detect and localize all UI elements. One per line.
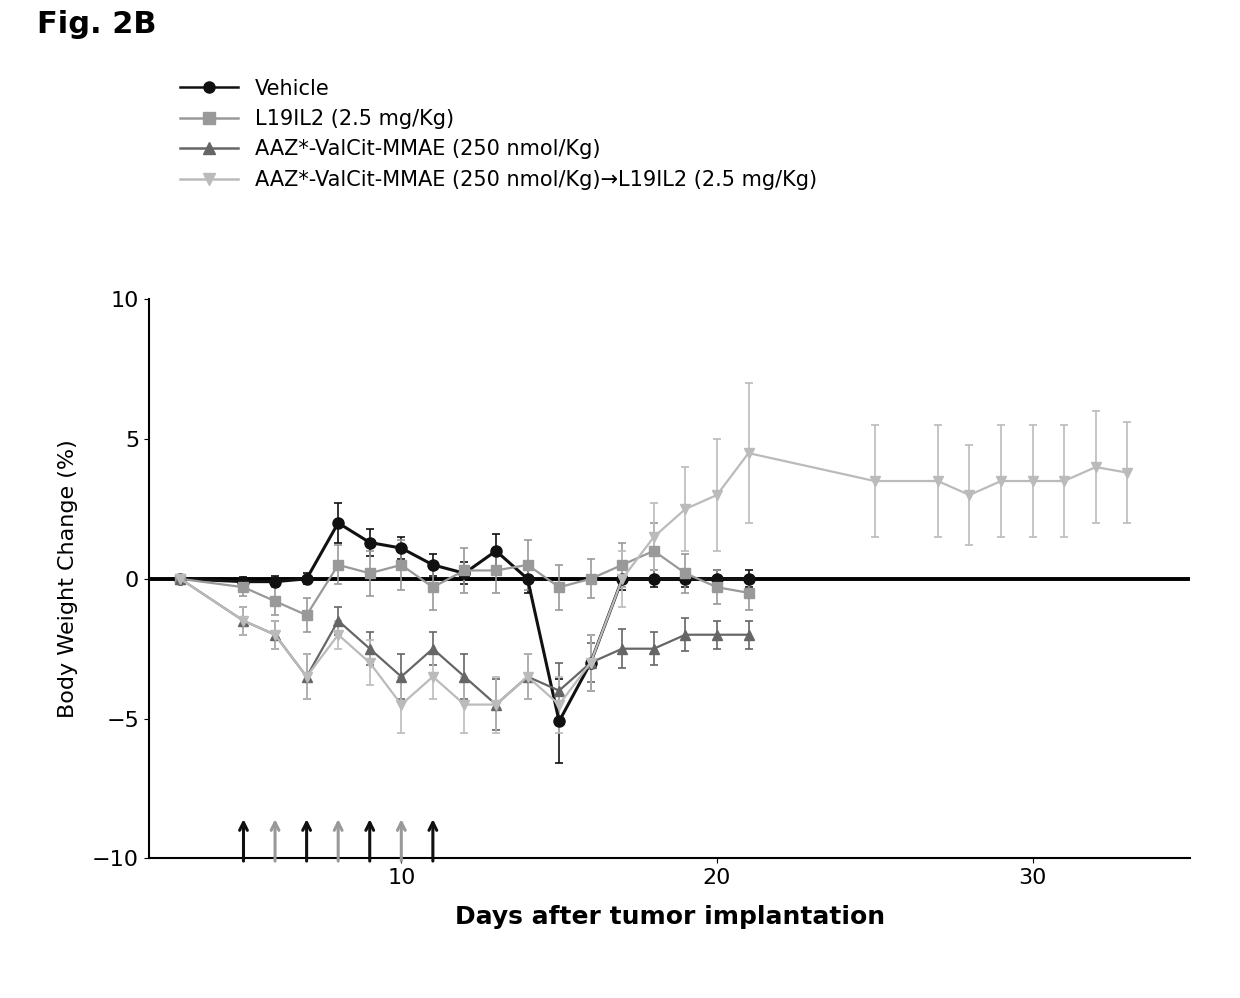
Y-axis label: Body Weight Change (%): Body Weight Change (%) [58,439,78,719]
X-axis label: Days after tumor implantation: Days after tumor implantation [455,904,884,929]
Text: Fig. 2B: Fig. 2B [37,10,156,39]
Legend: Vehicle, L19IL2 (2.5 mg/Kg), AAZ*-ValCit-MMAE (250 nmol/Kg), AAZ*-ValCit-MMAE (2: Vehicle, L19IL2 (2.5 mg/Kg), AAZ*-ValCit… [171,70,826,199]
